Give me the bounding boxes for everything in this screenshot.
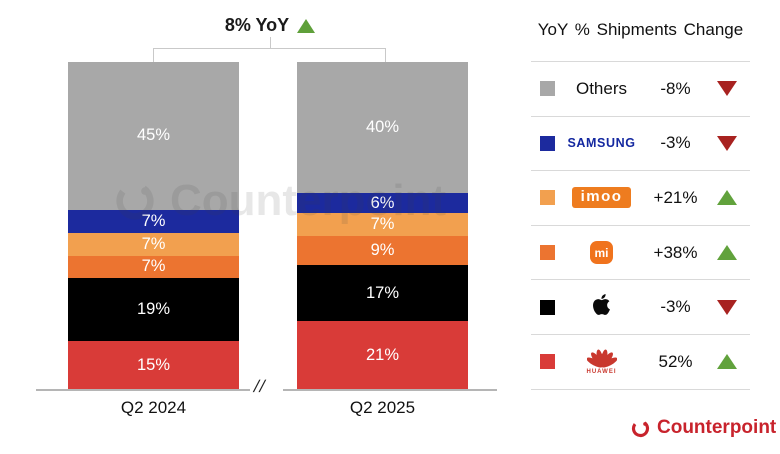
- down-triangle-icon: [716, 299, 737, 315]
- chart-title: 8% YoY: [120, 15, 420, 36]
- legend-row: imoo +21%: [531, 170, 750, 225]
- legend-swatch: [540, 81, 555, 97]
- legend-row: HUAWEI 52%: [531, 333, 750, 389]
- segment-value-label: 7%: [141, 257, 166, 276]
- segment-value-label: 7%: [370, 214, 395, 233]
- legend-swatch: [540, 299, 555, 315]
- segment-value-label: 7%: [141, 234, 166, 253]
- axis-break-mark: //: [251, 377, 268, 396]
- apple-logo: [589, 290, 614, 324]
- legend-brand-cell: [555, 290, 648, 324]
- x-axis-right: [283, 389, 497, 391]
- legend-brand-cell: Others: [555, 79, 648, 99]
- legend-direction-cell: [703, 245, 750, 261]
- bar-segment-others: 40%: [297, 62, 468, 194]
- bar-segment-others: 45%: [68, 62, 239, 210]
- counterpoint-logo-icon: [631, 419, 650, 437]
- legend-direction-cell: [703, 299, 750, 315]
- bar-segment-xiaomi: 9%: [297, 235, 468, 266]
- bar-segment-apple: 17%: [297, 265, 468, 322]
- legend-direction-cell: [703, 135, 750, 151]
- legend-change-value: 52%: [658, 351, 693, 371]
- bar-segment-xiaomi: 7%: [68, 255, 239, 279]
- bracket-drop-right: [385, 48, 386, 62]
- x-label-q2-2025: Q2 2025: [349, 398, 416, 417]
- legend-swatch: [540, 245, 555, 261]
- legend-brand-cell: HUAWEI: [555, 349, 648, 375]
- down-triangle-icon: [716, 135, 737, 151]
- legend-change-value: -3%: [660, 133, 691, 153]
- bar-segment-apple: 19%: [68, 278, 239, 341]
- bracket-horizontal: [153, 48, 386, 49]
- legend-swatch: [540, 190, 555, 206]
- legend-brand-cell: SAMSUNG: [555, 136, 648, 150]
- huawei-logo-text: HUAWEI: [586, 368, 617, 375]
- legend-direction-cell: [703, 190, 750, 206]
- stacked-bar-q2-2025: 40% 6% 7% 9% 17% 21%: [297, 62, 468, 390]
- legend-change-value: -8%: [660, 78, 691, 98]
- legend-row: Others -8%: [531, 61, 750, 116]
- bracket-stem: [270, 37, 271, 48]
- segment-value-label: 6%: [370, 193, 395, 212]
- bar-segment-imoo: 7%: [297, 212, 468, 236]
- up-triangle-icon: [716, 354, 737, 370]
- legend-change-value: +21%: [653, 187, 698, 207]
- legend-row: SAMSUNG -3%: [531, 115, 750, 171]
- legend-change-value: +38%: [653, 242, 698, 262]
- up-triangle-icon: [297, 18, 316, 33]
- legend-direction-cell: [703, 354, 750, 370]
- bar-segment-imoo: 7%: [68, 232, 239, 256]
- huawei-logo: HUAWEI: [586, 349, 617, 375]
- segment-value-label: 15%: [136, 355, 171, 374]
- legend-swatch: [540, 354, 555, 370]
- legend-brand-cell: imoo: [555, 187, 648, 209]
- down-triangle-icon: [716, 81, 737, 97]
- legend-swatch: [540, 135, 555, 151]
- segment-value-label: 17%: [365, 283, 400, 302]
- legend-table: Others -8% SAMSUNG -3% imoo +21% mi +38% -3% HUAW…: [531, 61, 750, 390]
- legend-brand-cell: mi: [555, 241, 648, 265]
- segment-value-label: 19%: [136, 300, 171, 319]
- legend-direction-cell: [703, 81, 750, 97]
- legend-row: mi +38%: [531, 224, 750, 280]
- segment-value-label: 7%: [141, 211, 166, 230]
- samsung-logo: SAMSUNG: [567, 136, 636, 151]
- stacked-bar-q2-2024: 45% 7% 7% 7% 19% 15%: [68, 62, 239, 390]
- imoo-logo: imoo: [571, 187, 632, 209]
- counterpoint-logo-text: Counterpoint: [657, 417, 777, 438]
- bar-segment-samsung: 6%: [297, 193, 468, 213]
- bar-segment-samsung: 7%: [68, 209, 239, 233]
- up-triangle-icon: [716, 190, 737, 206]
- segment-value-label: 21%: [365, 346, 400, 365]
- yoy-title-text: 8% YoY: [224, 15, 290, 35]
- legend-change-value: -3%: [660, 297, 691, 317]
- xiaomi-logo: mi: [590, 241, 613, 265]
- segment-value-label: 45%: [136, 126, 171, 145]
- legend-title: YoY % Shipments Change: [537, 20, 744, 39]
- x-label-q2-2024: Q2 2024: [120, 398, 187, 417]
- brand-label-others: Others: [575, 78, 628, 98]
- segment-value-label: 9%: [370, 241, 395, 260]
- segment-value-label: 40%: [365, 118, 400, 137]
- bar-segment-huawei: 21%: [297, 321, 468, 390]
- counterpoint-logo: Counterpoint: [630, 417, 776, 439]
- up-triangle-icon: [716, 245, 737, 261]
- legend-row: -3%: [531, 279, 750, 334]
- bracket-drop-left: [153, 48, 154, 62]
- bar-segment-huawei: 15%: [68, 340, 239, 390]
- x-axis-left: [36, 389, 250, 391]
